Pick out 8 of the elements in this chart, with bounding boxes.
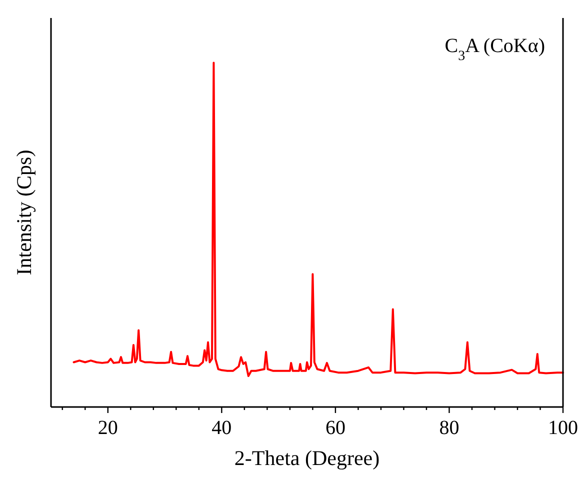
x-tick-label: 80 xyxy=(439,417,460,439)
x-tick-label: 100 xyxy=(548,417,578,439)
x-tick-label: 20 xyxy=(98,417,118,439)
y-axis-title: Intensity (Cps) xyxy=(12,150,36,276)
annotation: C$_{3}$A (CoKα) xyxy=(444,35,545,64)
x-tick-label: 40 xyxy=(212,417,232,439)
x-axis-title: 2-Theta (Degree) xyxy=(234,446,380,470)
x-tick-label: 60 xyxy=(325,417,346,439)
